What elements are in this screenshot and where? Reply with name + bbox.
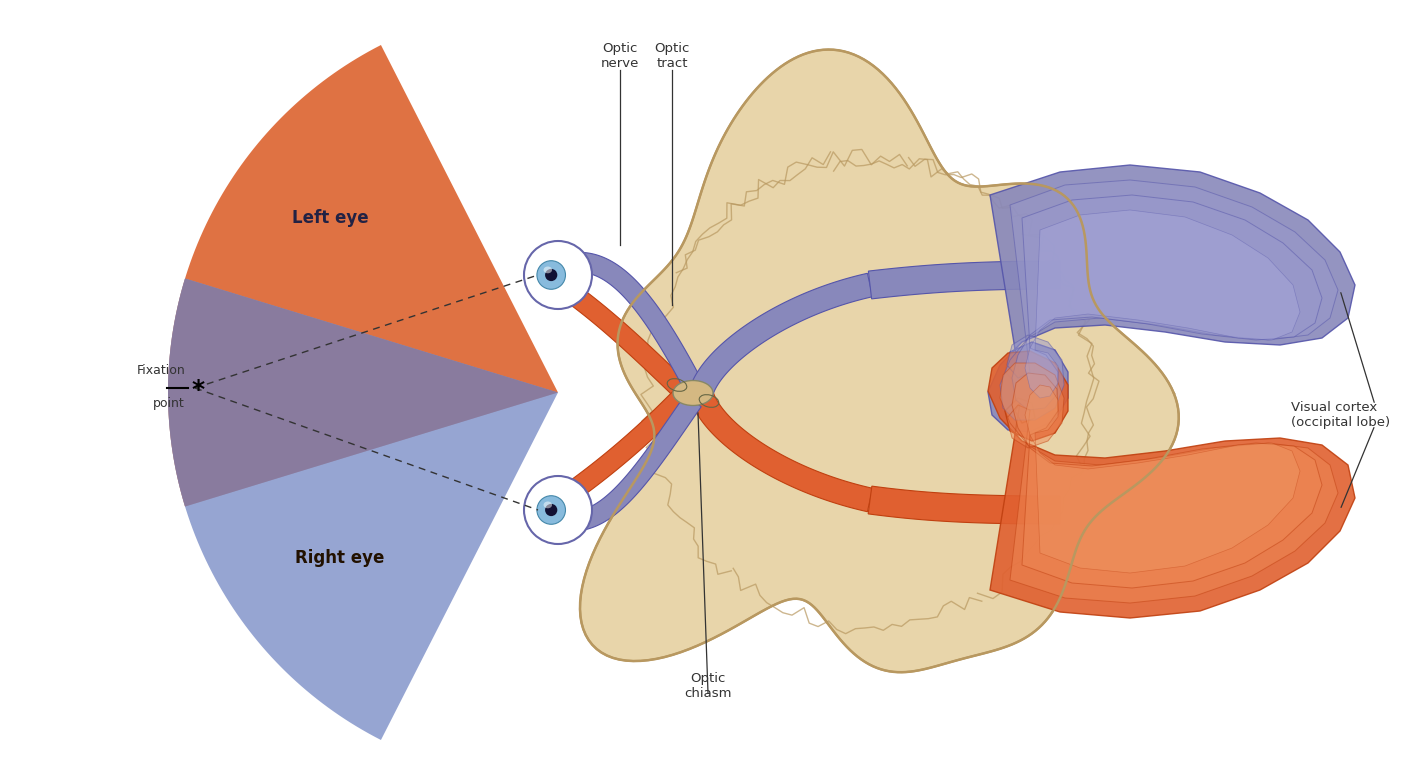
Text: Optic
tract: Optic tract bbox=[654, 42, 689, 70]
Text: Optic
nerve: Optic nerve bbox=[601, 42, 639, 70]
Text: Right eye: Right eye bbox=[295, 549, 384, 567]
Polygon shape bbox=[1000, 363, 1339, 603]
Wedge shape bbox=[558, 491, 592, 530]
Text: Visual cortex
(occipital lobe): Visual cortex (occipital lobe) bbox=[1292, 401, 1390, 429]
Polygon shape bbox=[168, 278, 558, 506]
Polygon shape bbox=[168, 278, 558, 740]
Polygon shape bbox=[560, 252, 702, 390]
Polygon shape bbox=[561, 395, 701, 531]
Polygon shape bbox=[689, 390, 873, 512]
Polygon shape bbox=[168, 45, 558, 506]
Wedge shape bbox=[558, 264, 592, 285]
Text: *: * bbox=[191, 378, 205, 402]
Polygon shape bbox=[1012, 195, 1321, 410]
Polygon shape bbox=[869, 261, 1059, 299]
Polygon shape bbox=[580, 49, 1179, 673]
Ellipse shape bbox=[544, 502, 553, 509]
Circle shape bbox=[524, 476, 592, 544]
Ellipse shape bbox=[544, 267, 553, 274]
Text: Left eye: Left eye bbox=[292, 209, 369, 227]
Polygon shape bbox=[1025, 210, 1300, 398]
Polygon shape bbox=[1025, 385, 1300, 573]
Polygon shape bbox=[869, 486, 1059, 524]
Circle shape bbox=[545, 504, 557, 516]
Polygon shape bbox=[1012, 373, 1321, 588]
Circle shape bbox=[524, 241, 592, 309]
Wedge shape bbox=[558, 499, 592, 520]
Polygon shape bbox=[689, 274, 873, 396]
Text: point: point bbox=[154, 397, 185, 410]
Circle shape bbox=[545, 269, 557, 281]
Circle shape bbox=[537, 495, 565, 524]
Polygon shape bbox=[988, 165, 1356, 432]
Polygon shape bbox=[557, 378, 701, 506]
Wedge shape bbox=[558, 256, 592, 295]
Polygon shape bbox=[1000, 180, 1339, 420]
Ellipse shape bbox=[674, 380, 713, 406]
Text: Optic
chiasm: Optic chiasm bbox=[685, 672, 732, 700]
Polygon shape bbox=[988, 351, 1356, 618]
Circle shape bbox=[537, 261, 565, 289]
Polygon shape bbox=[557, 279, 701, 408]
Text: Fixation: Fixation bbox=[137, 363, 185, 376]
